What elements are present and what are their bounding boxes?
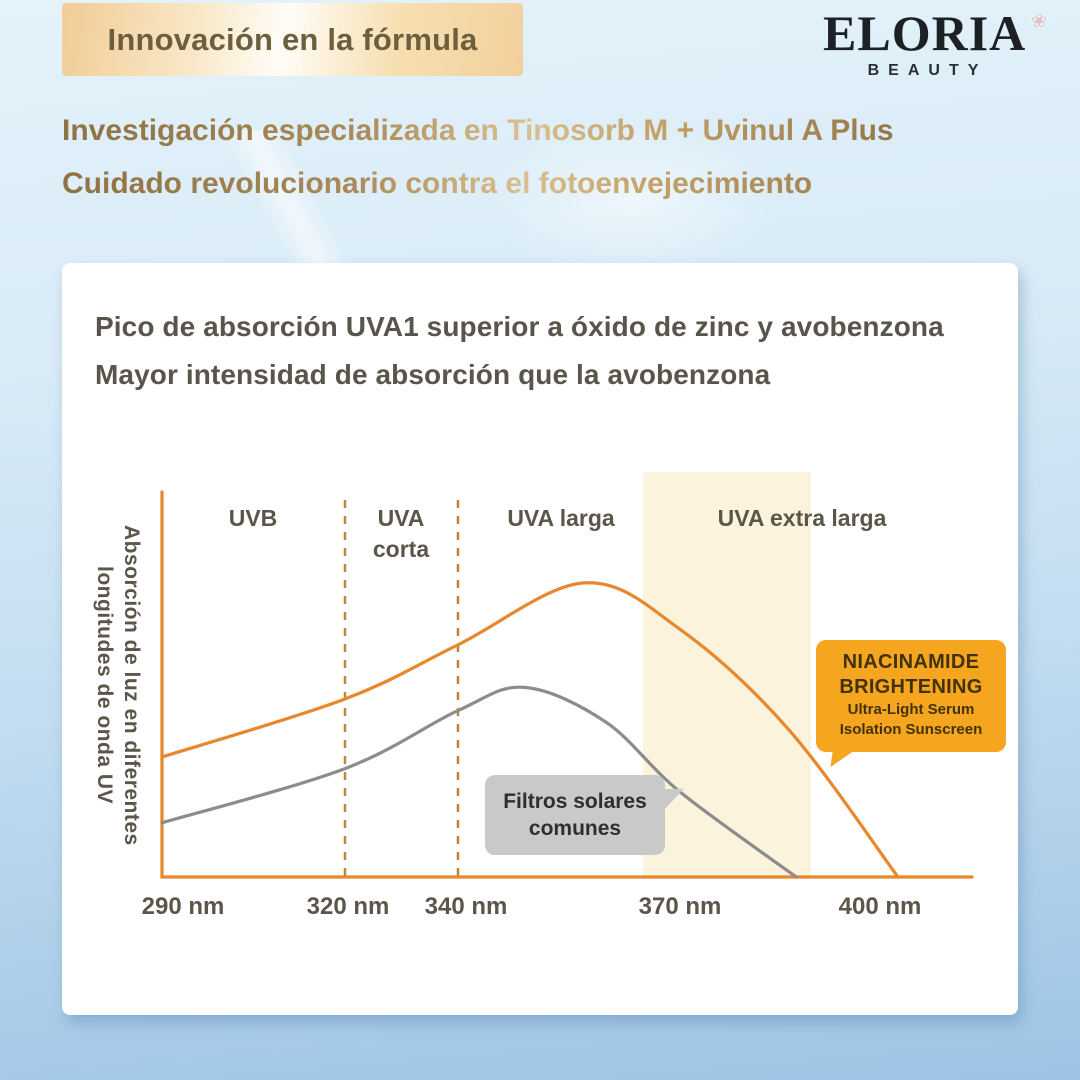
brand-subtitle: BEAUTY [867, 62, 988, 79]
product-callout-line-2: BRIGHTENING [839, 676, 983, 698]
product-callout-line-3: Ultra-Light Serum [847, 701, 975, 718]
region-label-uva-larga: UVA larga [507, 505, 615, 531]
header-tagline: Investigación especializada en Tinosorb … [62, 104, 1042, 210]
chart-axes [160, 490, 974, 879]
y-axis-label-line-1: Absorción de luz en diferentes [120, 524, 143, 846]
curve-product [160, 581, 900, 879]
product-callout-line-1: NIACINAMIDE [842, 651, 980, 673]
x-tick-label-290-nm: 290 nm [141, 893, 225, 920]
region-label-uva-extra-larga: UVA extra larga [717, 505, 887, 531]
chart-card: Pico de absorción UVA1 superior a óxido … [62, 263, 1018, 1015]
tagline-line-1: Investigación especializada en Tinosorb … [62, 114, 894, 147]
x-tick-label-400-nm: 400 nm [838, 893, 922, 920]
x-tick-label-370-nm: 370 nm [638, 893, 722, 920]
product-callout: NIACINAMIDE BRIGHTENING Ultra-Light Seru… [816, 640, 1006, 752]
region-label-uvb: UVB [228, 505, 278, 531]
product-callout-line-4: Isolation Sunscreen [839, 721, 983, 738]
chart-title-line-2: Mayor intensidad de absorción que la avo… [95, 359, 771, 390]
y-axis-label-line-2: longitudes de onda UV [93, 565, 116, 804]
x-tick-label-320-nm: 320 nm [306, 893, 390, 920]
chart-title-line-1: Pico de absorción UVA1 superior a óxido … [95, 311, 944, 342]
innovation-badge: Innovación en la fórmula [62, 3, 523, 76]
brand-logo: ELORIA ❀ BEAUTY [823, 5, 1047, 80]
uva-extra-larga-highlight-band [643, 472, 811, 877]
chart-canvas [160, 472, 974, 879]
tagline-line-2: Cuidado revolucionario contra el fotoenv… [62, 167, 813, 200]
brand-name: ELORIA [823, 5, 1027, 61]
flower-icon: ❀ [1031, 11, 1047, 32]
chart-title: Pico de absorción UVA1 superior a óxido … [95, 303, 995, 399]
x-tick-label-340-nm: 340 nm [424, 893, 508, 920]
y-axis-label: Absorción de luz en diferentes longitude… [90, 487, 145, 883]
common-filters-callout: Filtros solares comunes [485, 775, 665, 855]
region-label-uva-corta: UVA corta [372, 505, 430, 562]
absorption-chart: Absorción de luz en diferentes longitude… [62, 263, 1018, 1015]
